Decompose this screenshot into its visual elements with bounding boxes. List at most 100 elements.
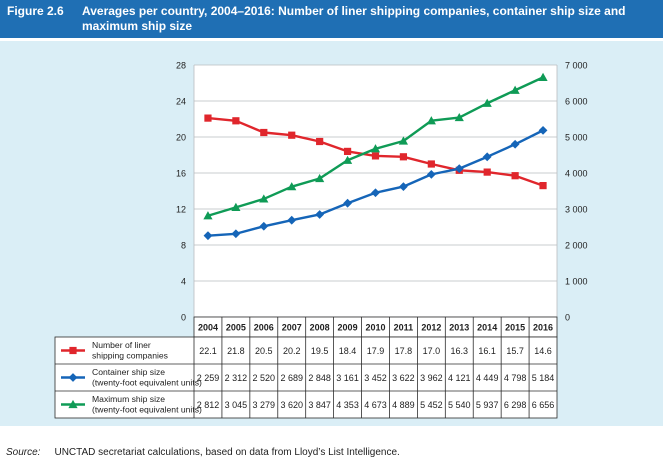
data-label-container: 3 161 [336,373,359,383]
data-label-liners: 16.3 [451,346,469,356]
data-point-liners [204,114,212,122]
data-point-maximum [538,72,548,81]
data-point-liners [316,137,324,146]
data-point-container [399,182,408,192]
data-point-maximum [454,112,464,122]
data-label-maximum: 5 540 [448,400,471,410]
data-point-container [343,198,352,208]
data-label-maximum: 5 452 [420,400,443,410]
data-point-maximum [231,202,241,211]
legend-marker-liners [69,346,77,355]
category-label: 2011 [394,323,414,333]
right-tick-label: 7 000 [565,61,588,71]
data-label-maximum: 2 812 [197,400,220,410]
left-tick-label: 4 [181,277,186,287]
legend-label-container: (twenty-foot equivalent units) [92,378,202,388]
data-label-maximum: 3 847 [308,400,331,410]
legend-label-maximum: Maximum ship size [92,394,165,404]
right-tick-label: 1 000 [565,277,588,287]
data-point-maximum [398,136,409,145]
data-label-maximum: 6 298 [504,400,527,410]
data-point-liners [288,131,296,139]
data-label-maximum: 4 353 [336,400,359,410]
data-point-maximum [203,211,213,220]
left-tick-label: 0 [181,313,186,323]
left-tick-label: 28 [176,61,186,71]
data-label-maximum: 4 673 [364,400,387,410]
right-tick-label: 3 000 [565,205,588,215]
data-point-container [231,229,241,239]
source-label: Source: [6,447,41,458]
legend-label-liners: shipping companies [92,351,168,361]
figure-title: Averages per country, 2004–2016: Number … [82,4,626,33]
data-point-liners [399,153,408,161]
left-tick-label: 16 [176,169,186,179]
data-point-container [538,125,548,135]
data-point-liners [511,172,519,180]
right-tick-label: 2 000 [565,241,588,251]
data-label-maximum: 3 045 [225,400,248,410]
data-point-container [259,221,269,231]
legend-label-container: Container ship size [92,367,165,377]
data-point-maximum [259,194,269,203]
data-label-container: 4 121 [448,373,471,383]
right-tick-label: 0 [565,313,570,323]
data-label-liners: 14.6 [534,346,552,356]
data-point-maximum [426,116,436,125]
data-point-container [510,139,520,149]
legend-label-liners: Number of liner [92,340,151,350]
data-point-liners [232,117,240,125]
data-label-maximum: 4 889 [392,400,415,410]
source-text: UNCTAD secretariat calculations, based o… [54,447,400,458]
data-point-container [426,169,436,179]
data-point-liners [539,182,547,190]
category-label: 2004 [198,323,218,333]
data-label-liners: 17.0 [423,346,441,356]
data-point-maximum [342,155,353,164]
data-point-maximum [510,85,520,94]
data-point-maximum [315,173,325,183]
data-point-maximum [287,182,297,191]
data-label-container: 4 798 [504,373,527,383]
data-label-liners: 18.4 [339,346,357,356]
data-label-liners: 19.5 [311,346,329,356]
category-label: 2009 [338,323,358,333]
data-label-liners: 22.1 [199,346,217,356]
category-label: 2008 [310,323,330,333]
data-point-liners [343,147,352,155]
data-point-container [287,215,297,225]
source-note: Source: UNCTAD secretariat calculations, … [6,447,400,458]
category-label: 2007 [282,323,302,333]
data-label-liners: 17.8 [395,346,413,356]
data-label-liners: 17.9 [367,346,385,356]
category-label: 2012 [421,323,441,333]
data-point-liners [260,128,268,137]
data-label-container: 2 520 [253,373,276,383]
data-label-container: 3 962 [420,373,443,383]
category-label: 2015 [505,323,525,333]
right-tick-label: 5 000 [565,133,588,143]
data-point-container [203,231,213,241]
data-label-container: 3 622 [392,373,415,383]
chart: 0 4 8 12 16 20 24 28 0 1 000 2 000 3 000 4 000 5 000 6… [54,61,588,419]
data-point-container [454,164,464,174]
legend-marker-maximum [68,399,78,409]
data-label-liners: 15.7 [506,346,524,356]
category-label: 2005 [226,323,246,333]
figure-label: Figure 2.6 [7,4,64,18]
data-point-container [371,188,380,198]
data-point-liners [483,168,491,176]
category-label: 2010 [365,323,385,333]
right-tick-label: 4 000 [565,169,588,179]
data-label-container: 2 848 [308,373,331,383]
data-label-liners: 21.8 [227,346,245,356]
category-label: 2013 [449,323,469,333]
figure-header: Figure 2.6 Averages per country, 2004–20… [0,0,663,38]
data-label-container: 2 689 [280,373,303,383]
left-tick-label: 24 [176,97,186,107]
data-point-maximum [482,98,492,107]
data-label-container: 5 184 [532,373,555,383]
data-label-maximum: 3 620 [280,400,303,410]
data-label-container: 4 449 [476,373,499,383]
category-label: 2016 [533,323,553,333]
